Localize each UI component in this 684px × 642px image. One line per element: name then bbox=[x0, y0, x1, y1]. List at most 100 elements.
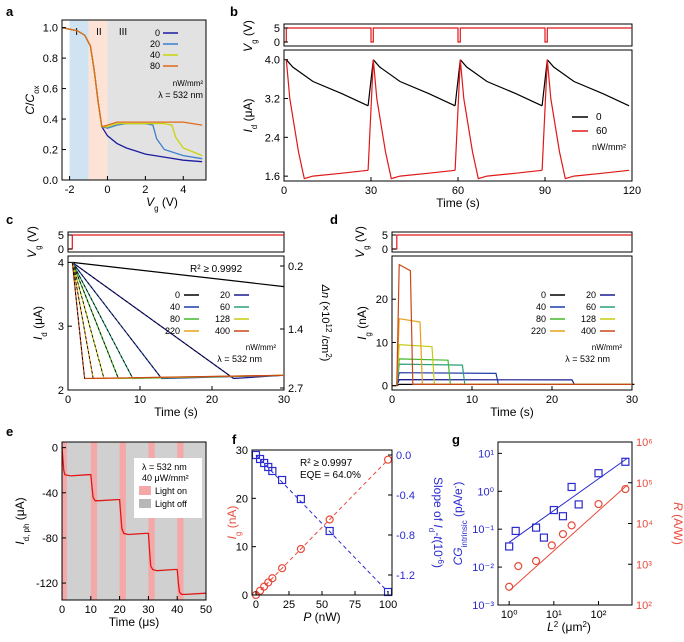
legend-note: λ = 532 nm bbox=[565, 354, 610, 364]
x-tick-label: 30 bbox=[142, 604, 154, 616]
annotation-r2: R² ≥ 0.9997 bbox=[300, 458, 353, 469]
legend-entry: 400 bbox=[215, 326, 230, 336]
y-tick-label: 0 bbox=[242, 590, 248, 602]
panel-f: f 0 25 50 75 100 0 10 20 30 0.0 -0.4 -0.8 -1.2 P (nW) I… bbox=[225, 432, 446, 624]
series-0 bbox=[285, 59, 369, 107]
y-tick-label: 0 bbox=[274, 37, 280, 49]
x-tick-label: 30 bbox=[278, 394, 290, 406]
right-axis-label: Slope of Id-t(10-6) bbox=[428, 477, 446, 568]
point-ig bbox=[260, 582, 269, 591]
y-axis-label: CGintrinsic (pA/e-) bbox=[451, 482, 469, 566]
y-tick-label: 10 bbox=[376, 337, 388, 349]
x-axis-label: Time (μs) bbox=[109, 615, 159, 629]
x-tick-label: 0 bbox=[104, 184, 110, 196]
point-r bbox=[594, 499, 603, 509]
legend-note: λ = 532 nm bbox=[142, 462, 187, 472]
panel-letter: g bbox=[452, 432, 460, 447]
x-tick-label: 0 bbox=[59, 604, 65, 616]
vg-frame bbox=[67, 231, 285, 253]
x-axis-label: Time (s) bbox=[436, 196, 480, 210]
point-cg bbox=[621, 457, 630, 466]
legend-entry: 20 bbox=[150, 39, 160, 49]
point-cg bbox=[511, 526, 520, 536]
vg-trace bbox=[284, 27, 632, 43]
legend-entry: Light on bbox=[155, 486, 187, 496]
x-tick-label: 90 bbox=[539, 185, 551, 197]
y-tick-label: 0.8 bbox=[43, 53, 58, 65]
right-tick-label: -1.2 bbox=[396, 570, 415, 582]
legend-units: nW/mm² bbox=[592, 343, 623, 352]
legend-swatch-off bbox=[139, 499, 151, 508]
y-tick-label: 0 bbox=[382, 244, 388, 256]
legend-entry: 0 bbox=[596, 112, 602, 123]
x-axis-label: P (nW) bbox=[303, 610, 340, 624]
fit-line-r bbox=[508, 484, 628, 592]
fit-line-ig bbox=[255, 459, 389, 596]
y-tick-label: 5 bbox=[58, 230, 64, 242]
y-axis-label: Id (μA) bbox=[31, 306, 49, 340]
fit-line-slope bbox=[255, 454, 389, 593]
point-cg bbox=[505, 542, 514, 551]
legend-entry: 60 bbox=[220, 302, 230, 312]
legend-entry: 400 bbox=[581, 326, 596, 336]
y-axis-label: Ig (nA) bbox=[225, 506, 243, 540]
series-60-reset bbox=[454, 59, 461, 171]
point-cg bbox=[558, 512, 568, 521]
series-0 bbox=[372, 59, 456, 107]
legend-entry: 20 bbox=[220, 290, 230, 300]
x-tick-label: 10¹ bbox=[546, 609, 562, 621]
y-tick-label: 10 bbox=[236, 542, 248, 554]
series-60 bbox=[459, 59, 543, 180]
y-tick-label: 2 bbox=[58, 385, 64, 397]
region-label: I bbox=[75, 27, 78, 38]
y-tick-label: 4.0 bbox=[265, 55, 280, 67]
x-axis-label: Time (s) bbox=[154, 405, 198, 419]
right-tick-label: 10³ bbox=[636, 559, 652, 571]
series-0 bbox=[546, 59, 630, 107]
point-r bbox=[621, 484, 630, 494]
x-tick-label: 20 bbox=[546, 394, 558, 406]
panel-a: aI II III-2 0 2 40.00.20.40.60.81.0Vg (V)C/Co… bbox=[6, 4, 207, 213]
legend-entry: 40 bbox=[170, 302, 180, 312]
legend-units: nW/mm² bbox=[592, 142, 626, 152]
panel-letter: c bbox=[6, 212, 13, 227]
y-tick-label: -80 bbox=[42, 533, 58, 545]
legend-swatch-on bbox=[139, 486, 151, 495]
y-tick-label: 1.6 bbox=[265, 171, 280, 183]
series-60 bbox=[372, 59, 456, 180]
point-ig bbox=[278, 564, 287, 573]
axes-frame bbox=[61, 19, 207, 181]
series-60-reset bbox=[367, 59, 374, 171]
x-tick-label: 75 bbox=[349, 599, 361, 611]
y-tick-label: 0 bbox=[52, 443, 58, 455]
right-axis-label: R (A/W) bbox=[671, 502, 684, 545]
light-on-window bbox=[62, 442, 67, 600]
y-tick-label: 0.6 bbox=[43, 84, 58, 96]
panel-letter: b bbox=[230, 4, 238, 19]
series-60 bbox=[546, 59, 630, 180]
legend-entry: 80 bbox=[170, 314, 180, 324]
series-id-ph bbox=[61, 447, 207, 596]
point-ig bbox=[268, 574, 277, 583]
panel-letter: d bbox=[330, 212, 338, 227]
vg-trace bbox=[392, 234, 632, 250]
x-tick-label: 50 bbox=[316, 599, 328, 611]
x-tick-label: 4 bbox=[180, 184, 186, 196]
series-0 bbox=[72, 261, 285, 288]
vg-trace bbox=[68, 234, 284, 250]
vg-frame bbox=[391, 231, 633, 253]
light-on-window bbox=[148, 442, 155, 600]
point-slope bbox=[278, 475, 287, 485]
panel-letter: a bbox=[6, 4, 14, 19]
y-tick-label: 0 bbox=[382, 381, 388, 393]
right-tick-label: -0.4 bbox=[396, 490, 415, 502]
legend-entry: 0 bbox=[541, 290, 546, 300]
y-tick-label: 10⁰ bbox=[477, 486, 494, 498]
axes-frame bbox=[61, 441, 207, 601]
point-r bbox=[514, 562, 523, 571]
x-tick-label: 2 bbox=[142, 184, 148, 196]
y-axis-label: Id, ph (μA) bbox=[13, 497, 31, 544]
legend-entry: 128 bbox=[581, 314, 596, 324]
x-tick-label: 30 bbox=[626, 394, 638, 406]
y-tick-label: 4 bbox=[58, 257, 64, 269]
